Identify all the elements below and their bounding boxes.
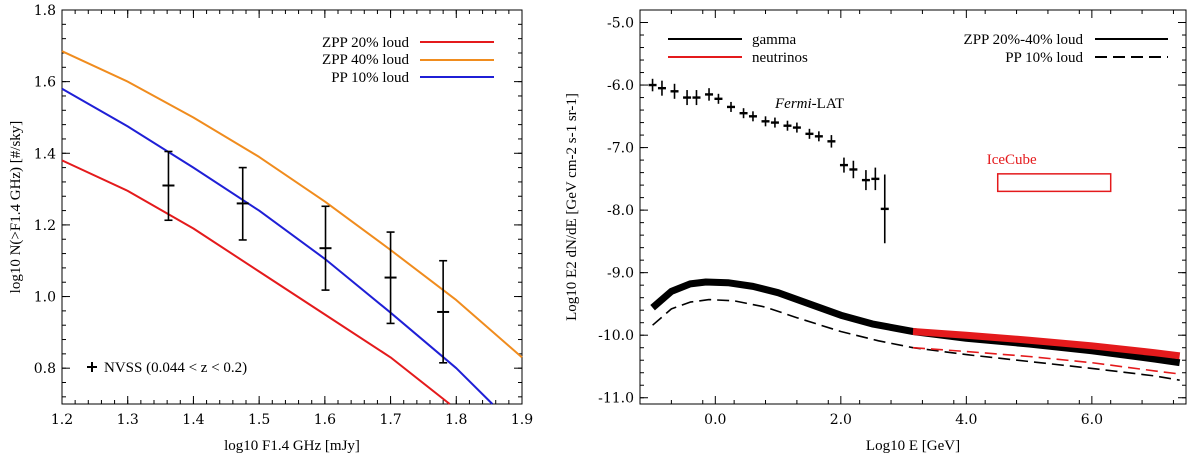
xtick-label-0-0: 1.2: [51, 412, 73, 428]
ytick-label-0-5: 1.8: [34, 3, 56, 19]
right-plot-frame: [639, 9, 1187, 405]
fermi-label-italic: Fermi: [774, 96, 812, 112]
left-points: [162, 150, 450, 364]
xtick-label-0-3: 1.5: [248, 412, 270, 428]
legend-entry-neutrinos: neutrinos: [752, 50, 808, 66]
ytick-label-0-4: 1.6: [34, 75, 56, 91]
right-xlabel: Log10 E [GeV]: [866, 438, 960, 454]
left-plot-frame: [61, 9, 523, 405]
series-line-1-3: [912, 346, 1180, 375]
ytick-label-1-4: -9.0: [607, 266, 634, 282]
fermi-label-rest: -LAT: [812, 96, 845, 112]
xtick-label-1-3: 6.0: [1081, 412, 1103, 428]
right-series: [650, 278, 1181, 381]
legend-entry-gamma: gamma: [752, 32, 796, 48]
xtick-label-0-5: 1.7: [379, 412, 401, 428]
legend-entry-zpp2040: ZPP 20%-40% loud: [964, 32, 1084, 48]
xtick-label-0-4: 1.6: [314, 412, 336, 428]
icecube-label: IceCube: [987, 152, 1037, 168]
series-line-0-0: [61, 159, 451, 405]
series-line-1-1: [912, 328, 1181, 360]
left-series: [61, 50, 523, 405]
xtick-label-1-0: 0.0: [704, 412, 726, 428]
ytick-label-1-0: -5.0: [607, 16, 634, 32]
fermi-lat-label: Fermi-LAT: [774, 96, 844, 112]
right-ticks: [639, 9, 1186, 404]
legend-entry-pp10-right: PP 10% loud: [1005, 50, 1083, 66]
ytick-label-1-2: -7.0: [607, 141, 634, 157]
series-line-0-2: [61, 87, 494, 405]
series-line-1-2: [652, 298, 1180, 381]
xtick-label-0-6: 1.8: [445, 412, 467, 428]
left-tick-labels: 1.2 1.3 1.4 1.5 1.6 1.7 1.8 1.9 0.8 1.0 1.2 1.4 1.6 1…: [34, 3, 533, 428]
left-xlabel: log10 F1.4 GHz [mJy]: [224, 438, 360, 454]
icecube-box: [996, 173, 1112, 193]
ytick-label-0-2: 1.2: [34, 218, 56, 234]
left-ylabel: log10 N(>F1.4 GHz) [#/sky]: [8, 121, 24, 294]
xtick-label-1-1: 2.0: [830, 412, 852, 428]
ytick-label-0-3: 1.4: [34, 146, 56, 162]
right-panel: 0.0 2.0 4.0 6.0 -5.0 -6.0 -7.0 -8.0 -9.0 -10.0 -11…: [564, 9, 1187, 454]
legend-entry-zpp20: ZPP 20% loud: [322, 35, 409, 51]
legend-entry-zpp40: ZPP 40% loud: [322, 52, 409, 68]
right-fermi-points: [648, 78, 889, 244]
xtick-label-0-7: 1.9: [511, 412, 533, 428]
left-ticks: [61, 9, 523, 404]
xtick-label-0-1: 1.3: [117, 412, 139, 428]
series-line-1-0: [650, 278, 1181, 367]
legend-entry-pp10: PP 10% loud: [331, 70, 409, 86]
ytick-label-1-6: -11.0: [598, 391, 634, 407]
right-ylabel: Log10 E2 dN/dE [GeV cm-2 s-1 sr-1]: [564, 93, 580, 321]
ytick-label-1-5: -10.0: [598, 328, 634, 344]
ytick-label-1-1: -6.0: [607, 78, 634, 94]
right-tick-labels: 0.0 2.0 4.0 6.0 -5.0 -6.0 -7.0 -8.0 -9.0 -10.0 -11…: [598, 16, 1103, 428]
xtick-label-0-2: 1.4: [182, 412, 204, 428]
ytick-label-0-0: 0.8: [34, 361, 56, 377]
ytick-label-1-3: -8.0: [607, 203, 634, 219]
nvss-label: NVSS (0.044 < z < 0.2): [104, 360, 247, 376]
series-line-0-1: [61, 50, 523, 359]
left-panel: 1.2 1.3 1.4 1.5 1.6 1.7 1.8 1.9 0.8 1.0 1.2 1.4 1.6 1…: [8, 3, 533, 454]
xtick-label-1-2: 4.0: [955, 412, 977, 428]
ytick-label-0-1: 1.0: [34, 290, 56, 306]
